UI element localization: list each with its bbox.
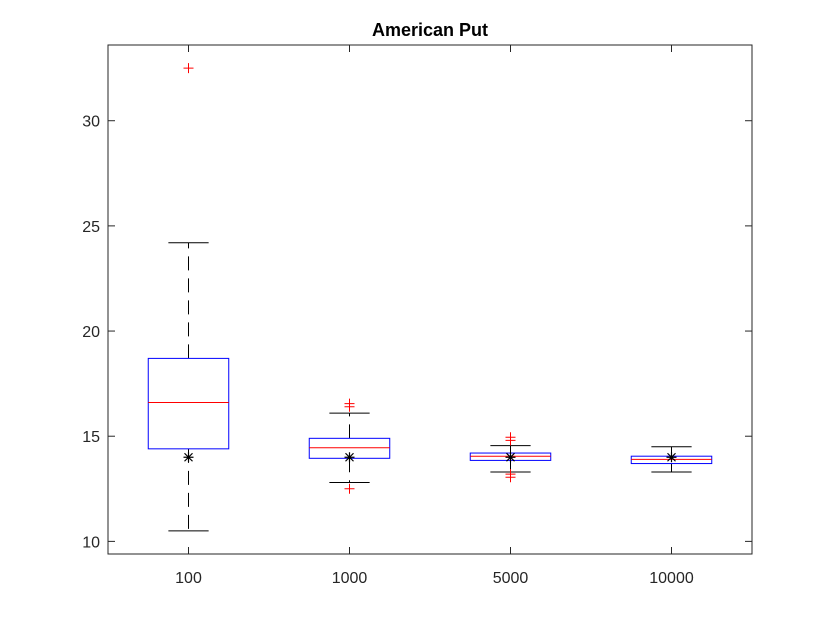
mean-marker: [666, 452, 677, 463]
x-tick-label: 1000: [332, 570, 368, 587]
x-tick-label: 5000: [493, 570, 529, 587]
outlier-marker: [183, 63, 194, 74]
outlier-marker: [344, 398, 355, 409]
x-tick-label: 100: [175, 570, 202, 587]
y-tick-label: 15: [82, 429, 100, 446]
outlier-marker: [505, 432, 516, 443]
box: [147, 357, 230, 450]
y-tick-label: 20: [82, 324, 100, 341]
outlier-marker: [344, 483, 355, 494]
plot-area: [107, 44, 753, 555]
mean-marker: [505, 452, 516, 463]
mean-marker: [344, 452, 355, 463]
mean-marker: [183, 452, 194, 463]
y-tick-label: 30: [82, 114, 100, 131]
chart-title: American Put: [372, 20, 488, 40]
y-tick-label: 25: [82, 219, 100, 236]
y-tick-label: 10: [82, 534, 100, 551]
outlier-marker: [505, 469, 516, 480]
x-tick-label: 10000: [649, 570, 694, 587]
